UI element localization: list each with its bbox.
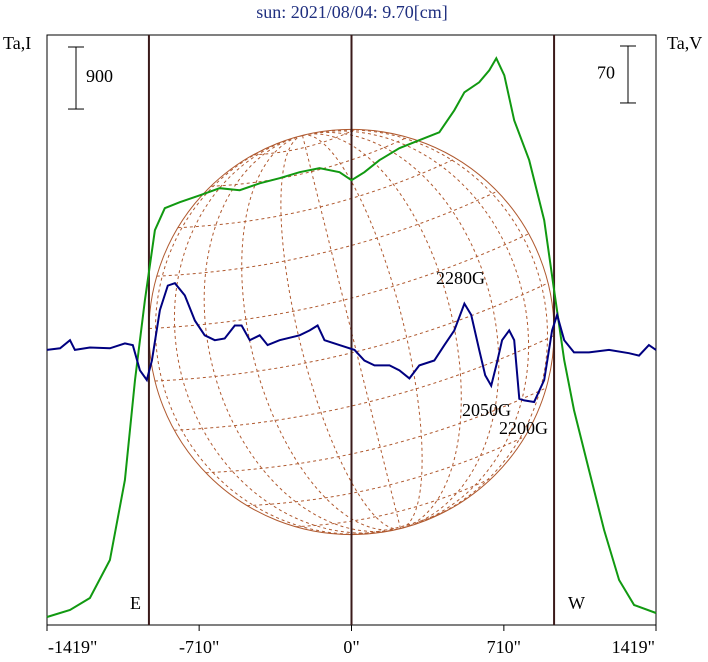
parallel [177, 157, 457, 229]
meridian [302, 129, 549, 530]
parallel [253, 129, 356, 156]
chart-title: sun: 2021/08/04: 9.70[cm] [256, 2, 448, 22]
series-line [46, 282, 657, 404]
meridian [280, 134, 401, 530]
meridian [302, 133, 462, 530]
parallel [205, 387, 547, 474]
parallel [210, 136, 408, 187]
scale-bar-label: 70 [597, 63, 615, 83]
meridian [302, 130, 530, 530]
annotation: E [130, 593, 141, 613]
annotation: 2200G [499, 418, 548, 438]
x-tick-label: 1419" [612, 637, 655, 657]
y2-axis-label: Ta,V [667, 33, 702, 53]
annotation: 2280G [436, 268, 485, 288]
parallel [154, 282, 549, 382]
x-tick-label: -710" [179, 637, 219, 657]
meridian [241, 134, 401, 531]
parallel [295, 477, 493, 528]
x-tick-label: 710" [487, 637, 521, 657]
parallel [247, 435, 526, 507]
meridian [302, 134, 423, 530]
heliographic-grid [148, 129, 555, 536]
meridian [302, 131, 500, 530]
annotation: 2050G [462, 400, 511, 420]
meridian [203, 134, 401, 533]
parallel [156, 190, 498, 277]
scale-bar-label: 900 [86, 66, 113, 86]
meridian [173, 134, 401, 534]
meridian [154, 134, 401, 535]
y-axis-label: Ta,I [3, 33, 31, 53]
annotation: W [568, 593, 585, 613]
x-tick-label: -1419" [48, 637, 97, 657]
meridian [302, 135, 401, 529]
x-tick-label: 0" [343, 637, 359, 657]
